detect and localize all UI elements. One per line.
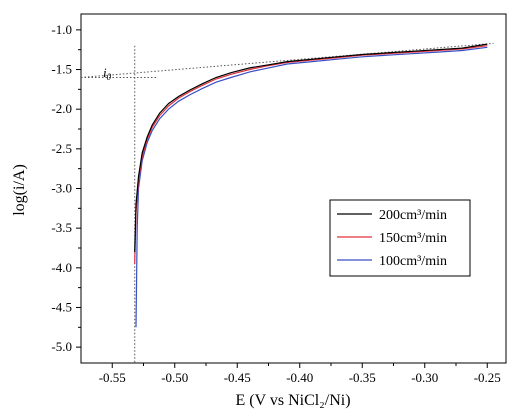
x-tick-label: -0.50 [161, 370, 188, 385]
legend-label: 200cm³/min [379, 208, 447, 223]
y-tick-label: -4.0 [51, 260, 72, 275]
legend-items: 200cm³/min 150cm³/min 100cm³/min [337, 208, 447, 269]
x-tick-label: -0.40 [286, 370, 313, 385]
x-axis: -0.55 -0.50 -0.45 -0.40 -0.35 -0.30 -0.25 [99, 363, 501, 385]
x-tick-label: -0.30 [411, 370, 438, 385]
legend: 200cm³/min 150cm³/min 100cm³/min [329, 199, 471, 277]
y-tick-label: -1.5 [51, 62, 72, 77]
series-line [134, 43, 488, 253]
y-axis-title: log(i/A) [11, 164, 28, 216]
y-tick-label: -3.5 [51, 220, 72, 235]
i0-annotation: i0 [103, 65, 112, 82]
y-tick-label: -1.0 [51, 22, 72, 37]
x-tick-label: -0.55 [99, 370, 126, 385]
plot-area-frame [80, 13, 507, 364]
reference-lines [80, 42, 494, 363]
x-tick-label: -0.45 [224, 370, 251, 385]
y-tick-label: -3.0 [51, 181, 72, 196]
series-line [135, 46, 488, 328]
x-axis-title: E (V vs NiCl₂/Ni) [235, 392, 350, 409]
y-tick-label: -4.5 [51, 299, 72, 314]
series-line [134, 45, 488, 264]
x-tick-label: -0.35 [349, 370, 376, 385]
y-tick-label: -2.5 [51, 141, 72, 156]
legend-box [329, 199, 471, 277]
y-axis: -1.0 -1.5 -2.0 -2.5 -3.0 -3.5 -4.0 -4.5 -5.0 [51, 22, 81, 354]
y-tick-label: -2.0 [51, 101, 72, 116]
legend-label: 100cm³/min [379, 254, 447, 269]
x-tick-label: -0.25 [474, 370, 501, 385]
tafel-tangent-line [80, 42, 494, 78]
series-layer [134, 43, 488, 328]
legend-label: 150cm³/min [379, 231, 447, 246]
y-tick-label: -5.0 [51, 339, 72, 354]
